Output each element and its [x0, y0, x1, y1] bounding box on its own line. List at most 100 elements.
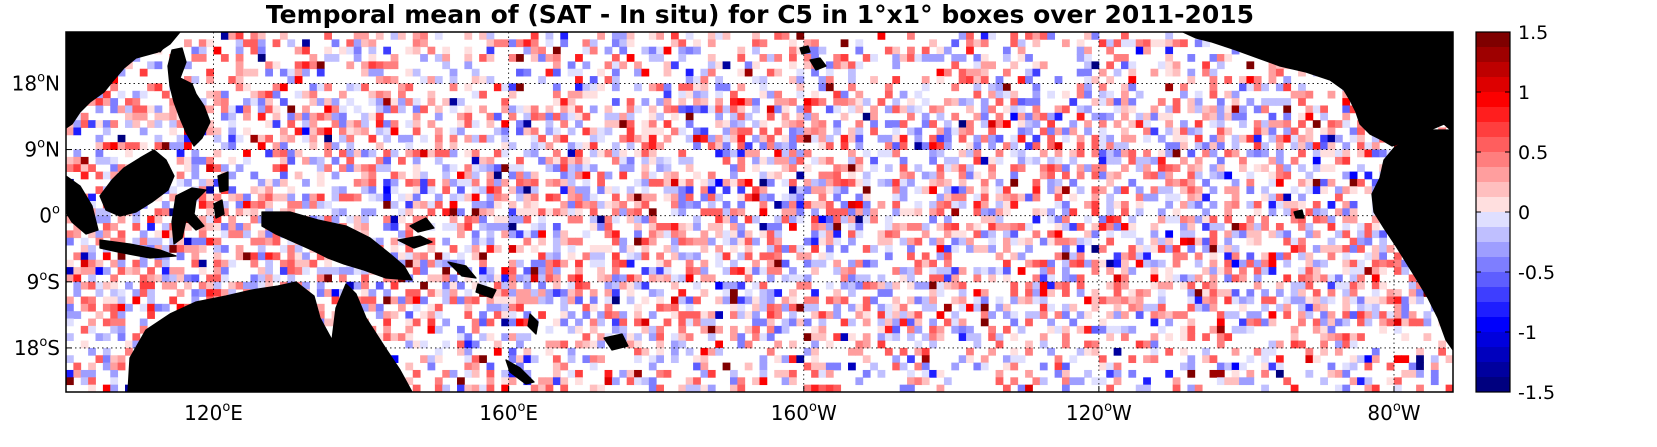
anomaly-cell — [1334, 134, 1343, 143]
anomaly-cell — [870, 296, 878, 305]
anomaly-cell — [1172, 215, 1181, 224]
anomaly-cell — [1357, 281, 1365, 290]
anomaly-cell — [1239, 267, 1247, 275]
anomaly-cell — [1113, 156, 1122, 165]
anomaly-cell — [1143, 252, 1151, 261]
anomaly-cell — [943, 245, 952, 253]
anomaly-cell — [1187, 223, 1196, 231]
anomaly-cell — [523, 127, 532, 136]
anomaly-cell — [803, 318, 812, 327]
anomaly-cell — [789, 164, 797, 172]
anomaly-cell — [789, 149, 797, 158]
anomaly-cell — [1246, 76, 1255, 84]
anomaly-cell — [1216, 318, 1225, 327]
anomaly-cell — [1283, 303, 1292, 312]
anomaly-cell — [516, 120, 524, 128]
anomaly-cell — [589, 303, 598, 312]
anomaly-cell — [648, 274, 657, 283]
anomaly-cell — [147, 303, 155, 312]
anomaly-cell — [1290, 296, 1299, 305]
anomaly-cell — [257, 134, 266, 143]
anomaly-cell — [1187, 384, 1196, 392]
anomaly-cell — [995, 303, 1004, 312]
anomaly-cell — [1143, 259, 1151, 268]
latitude-tick-label: 18oS — [14, 335, 60, 360]
anomaly-cell — [169, 127, 178, 136]
anomaly-cell — [176, 267, 185, 275]
anomaly-cell — [678, 296, 687, 305]
anomaly-cell — [1054, 164, 1063, 172]
anomaly-cell — [412, 318, 421, 327]
anomaly-cell — [781, 142, 790, 150]
anomaly-cell — [287, 112, 296, 121]
anomaly-cell — [1268, 296, 1277, 305]
anomaly-cell — [198, 98, 207, 106]
anomaly-cell — [1113, 369, 1122, 378]
anomaly-cell — [884, 333, 893, 341]
anomaly-cell — [95, 259, 104, 268]
anomaly-cell — [567, 105, 576, 114]
anomaly-cell — [825, 171, 834, 180]
anomaly-cell — [279, 32, 288, 40]
anomaly-cell — [1010, 32, 1019, 40]
anomaly-cell — [914, 54, 923, 62]
anomaly-cell — [1268, 252, 1277, 261]
anomaly-cell — [936, 46, 945, 55]
colorbar-level — [1476, 212, 1510, 228]
anomaly-cell — [1047, 215, 1056, 224]
anomaly-cell — [1246, 237, 1255, 246]
anomaly-cell — [921, 142, 930, 150]
anomaly-cell — [1342, 296, 1351, 305]
anomaly-cell — [243, 281, 251, 290]
anomaly-cell — [1002, 46, 1011, 55]
anomaly-cell — [560, 303, 569, 312]
anomaly-cell — [766, 112, 775, 121]
anomaly-cell — [1135, 164, 1144, 172]
anomaly-cell — [929, 340, 937, 349]
anomaly-cell — [206, 200, 214, 209]
anomaly-cell — [597, 333, 605, 341]
anomaly-cell — [597, 215, 605, 224]
anomaly-cell — [707, 61, 716, 70]
anomaly-cell — [818, 127, 827, 136]
anomaly-cell — [346, 142, 355, 150]
anomaly-cell — [1039, 171, 1048, 180]
anomaly-cell — [884, 347, 893, 356]
anomaly-cell — [206, 215, 214, 224]
anomaly-cell — [405, 377, 414, 386]
anomaly-cell — [1312, 259, 1321, 268]
anomaly-cell — [1209, 274, 1218, 283]
anomaly-cell — [1239, 318, 1247, 327]
anomaly-cell — [1342, 215, 1351, 224]
anomaly-cell — [1061, 311, 1070, 319]
anomaly-cell — [102, 355, 111, 364]
anomaly-cell — [1165, 178, 1174, 187]
anomaly-cell — [973, 340, 982, 349]
anomaly-cell — [663, 259, 672, 268]
anomaly-cell — [338, 274, 347, 283]
anomaly-cell — [1231, 112, 1240, 121]
anomaly-cell — [1312, 230, 1321, 239]
anomaly-cell — [929, 134, 937, 143]
anomaly-cell — [892, 98, 901, 106]
anomaly-cell — [405, 193, 414, 202]
anomaly-cell — [693, 267, 701, 275]
anomaly-cell — [1017, 252, 1026, 261]
anomaly-cell — [1187, 149, 1196, 158]
land-south-america — [1371, 129, 1453, 351]
anomaly-cell — [1098, 186, 1107, 195]
anomaly-cell — [530, 223, 539, 231]
anomaly-cell — [700, 127, 709, 136]
anomaly-cell — [818, 46, 827, 55]
anomaly-cell — [523, 105, 532, 114]
land-taiwan — [155, 35, 166, 53]
anomaly-cell — [973, 274, 982, 283]
anomaly-cell — [678, 83, 687, 92]
anomaly-cell — [1209, 54, 1218, 62]
anomaly-cell — [501, 318, 510, 327]
anomaly-cell — [1283, 134, 1292, 143]
anomaly-cell — [678, 39, 687, 48]
anomaly-cell — [1002, 274, 1011, 283]
anomaly-cell — [250, 32, 259, 40]
anomaly-cell — [1032, 83, 1041, 92]
